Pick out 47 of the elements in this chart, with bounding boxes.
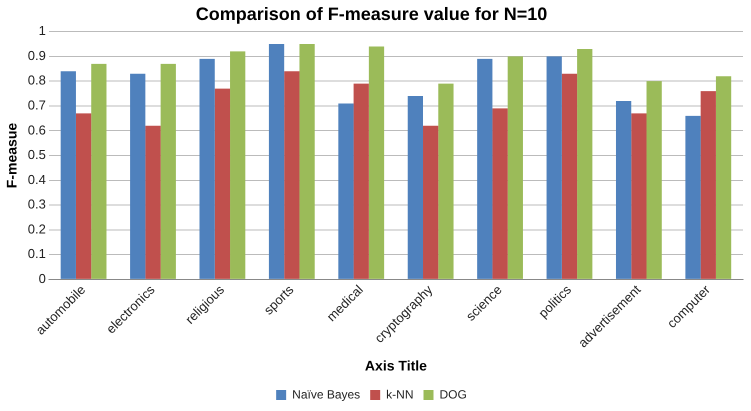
bar (423, 126, 438, 279)
bar (230, 51, 246, 279)
legend-label: DOG (440, 387, 467, 402)
bar (91, 64, 106, 279)
y-tick-label: 0.4 (28, 172, 46, 187)
bar (562, 74, 578, 279)
chart-title: Comparison of F-measure value for N=10 (196, 4, 548, 24)
bar (408, 96, 424, 279)
bar (268, 44, 284, 279)
bar (338, 103, 354, 279)
bar (130, 74, 146, 279)
bar (160, 64, 176, 279)
legend-label: Naïve Bayes (292, 387, 360, 402)
bar (299, 44, 315, 279)
y-tick-label: 0.2 (28, 221, 46, 236)
bar (492, 108, 508, 279)
bar (616, 100, 632, 279)
bar (646, 81, 662, 279)
bar (145, 126, 161, 279)
y-tick-label: 0.1 (28, 246, 46, 262)
bar (546, 56, 562, 279)
y-axis-title: F-measue (3, 122, 20, 188)
bar (700, 91, 716, 279)
y-tick-label: 0.5 (28, 147, 46, 162)
y-tick-label: 1 (38, 23, 46, 38)
bar (438, 84, 454, 279)
y-tick-label: 0 (38, 271, 46, 286)
bar (716, 76, 732, 279)
bar (214, 88, 230, 279)
bar (60, 71, 76, 279)
bar (76, 113, 92, 279)
y-tick-label: 0.6 (28, 122, 46, 138)
bar (354, 84, 369, 279)
bar (631, 113, 647, 279)
y-tick-label: 0.3 (28, 196, 46, 212)
bar (577, 48, 592, 279)
bar (284, 71, 300, 279)
x-axis-title: Axis Title (364, 357, 428, 374)
bar (508, 56, 523, 279)
bar (200, 58, 215, 279)
bar (368, 46, 384, 279)
y-tick-label: 0.9 (28, 48, 46, 63)
y-tick-label: 0.7 (28, 98, 46, 113)
bar (477, 58, 492, 279)
legend-label: k-NN (386, 387, 414, 402)
y-tick-label: 0.8 (28, 72, 46, 88)
bar (685, 116, 701, 279)
